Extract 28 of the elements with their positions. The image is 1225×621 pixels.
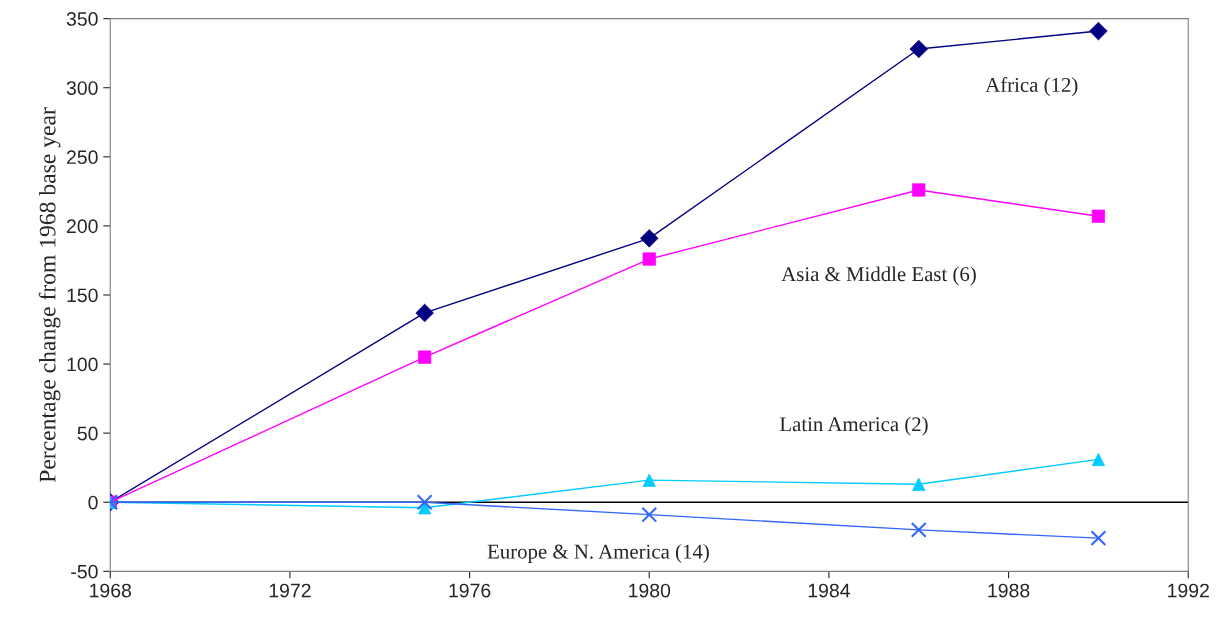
x-tick-label: 1984 (808, 583, 850, 598)
series-label: Africa (12) (985, 77, 1078, 97)
y-axis-title: Percentage change from 1968 base year (38, 107, 61, 483)
point (416, 494, 433, 511)
x-tick-label: 1972 (269, 583, 311, 598)
y-tick-label: 50 (77, 426, 98, 441)
x-tick-label: 1992 (1168, 583, 1209, 598)
y-tick-label: 200 (66, 219, 98, 234)
point (1090, 530, 1107, 547)
point (912, 477, 926, 491)
point (909, 39, 928, 59)
x-tick-label: 1988 (988, 583, 1030, 598)
series-label: Europe & N. America (14) (487, 543, 709, 563)
point (910, 521, 927, 538)
y-tick-label: 100 (67, 357, 98, 372)
x-tick-label: 1976 (449, 583, 491, 598)
y-tick-label: 350 (66, 12, 98, 26)
series-label: Asia & Middle East (6) (781, 266, 976, 286)
y-tick-label: 300 (66, 81, 98, 95)
y-tick-label: -50 (71, 564, 98, 579)
y-tick-label: 150 (67, 288, 98, 303)
x-tick-label: 1980 (629, 583, 671, 598)
y-tick-label: 0 (88, 495, 98, 510)
y-tick-label: 250 (66, 150, 98, 165)
text: Latin America (2) (779, 416, 928, 436)
x-tick-label: 1968 (90, 583, 132, 598)
point (1089, 21, 1108, 41)
point (641, 506, 658, 523)
